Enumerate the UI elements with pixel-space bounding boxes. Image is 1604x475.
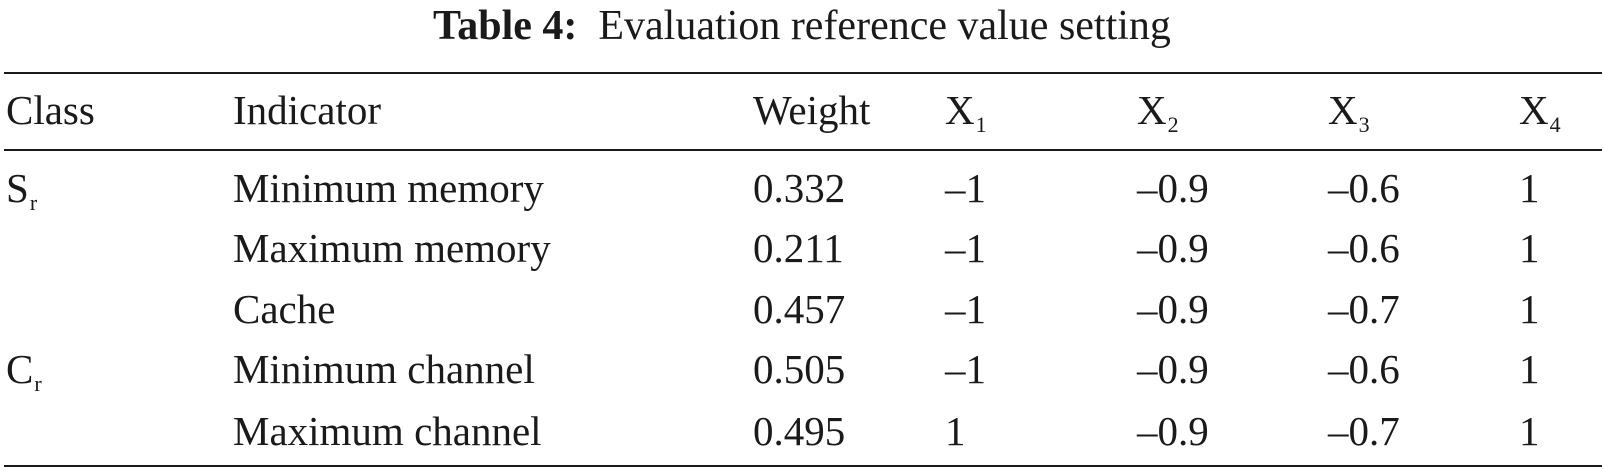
table-top-rule	[4, 72, 1602, 74]
cell-x4: 1	[1519, 408, 1540, 454]
cell-indicator: Maximum channel	[233, 408, 542, 454]
header-weight: Weight	[753, 87, 871, 133]
cell-x2: –0.9	[1137, 408, 1209, 454]
cell-x2: –0.9	[1137, 165, 1209, 211]
cell-weight: 0.495	[753, 408, 846, 454]
table-row: Maximum channel 0.495 1 –0.9 –0.7 1	[0, 401, 1604, 461]
table-header-row: Class Indicator Weight X1 X2 X3 X4	[0, 80, 1604, 140]
header-class: Class	[6, 87, 95, 133]
cell-x3: –0.6	[1328, 346, 1400, 392]
cell-x3: –0.7	[1328, 408, 1400, 454]
cell-indicator: Minimum channel	[233, 346, 535, 392]
header-x4: X4	[1519, 87, 1561, 137]
caption-label: Table 4:	[433, 3, 578, 49]
table-row: Cr Minimum channel 0.505 –1 –0.9 –0.6 1	[0, 339, 1604, 399]
cell-class	[6, 279, 7, 339]
cell-weight: 0.457	[753, 286, 846, 332]
cell-x3: –0.6	[1328, 225, 1400, 271]
cell-x1: –1	[945, 165, 986, 211]
cell-weight: 0.332	[753, 165, 846, 211]
table-caption: Table 4: Evaluation reference value sett…	[0, 2, 1604, 50]
table-header-rule	[4, 149, 1602, 151]
cell-x1: –1	[945, 286, 986, 332]
cell-class	[6, 218, 7, 278]
table-row: Sr Minimum memory 0.332 –1 –0.9 –0.6 1	[0, 158, 1604, 218]
cell-x2: –0.9	[1137, 225, 1209, 271]
header-x2: X2	[1137, 87, 1179, 137]
header-x1: X1	[945, 87, 987, 137]
cell-class: Sr	[6, 165, 38, 215]
cell-x2: –0.9	[1137, 346, 1209, 392]
header-x3: X3	[1328, 87, 1370, 137]
cell-weight: 0.211	[753, 225, 844, 271]
table-bottom-rule	[4, 465, 1602, 467]
cell-weight: 0.505	[753, 346, 846, 392]
cell-x1: –1	[945, 225, 986, 271]
cell-x3: –0.6	[1328, 165, 1400, 211]
header-indicator: Indicator	[233, 87, 381, 133]
cell-indicator: Minimum memory	[233, 165, 544, 211]
cell-x3: –0.7	[1328, 286, 1400, 332]
table-row: Cache 0.457 –1 –0.9 –0.7 1	[0, 279, 1604, 339]
table-row: Maximum memory 0.211 –1 –0.9 –0.6 1	[0, 218, 1604, 278]
cell-class	[6, 401, 7, 461]
cell-x4: 1	[1519, 346, 1540, 392]
cell-x2: –0.9	[1137, 286, 1209, 332]
cell-indicator: Cache	[233, 286, 336, 332]
cell-x4: 1	[1519, 225, 1540, 271]
cell-indicator: Maximum memory	[233, 225, 551, 271]
cell-class: Cr	[6, 346, 42, 396]
caption-text: Evaluation reference value setting	[598, 3, 1171, 49]
cell-x4: 1	[1519, 286, 1540, 332]
cell-x4: 1	[1519, 165, 1540, 211]
cell-x1: –1	[945, 346, 986, 392]
cell-x1: 1	[945, 408, 966, 454]
